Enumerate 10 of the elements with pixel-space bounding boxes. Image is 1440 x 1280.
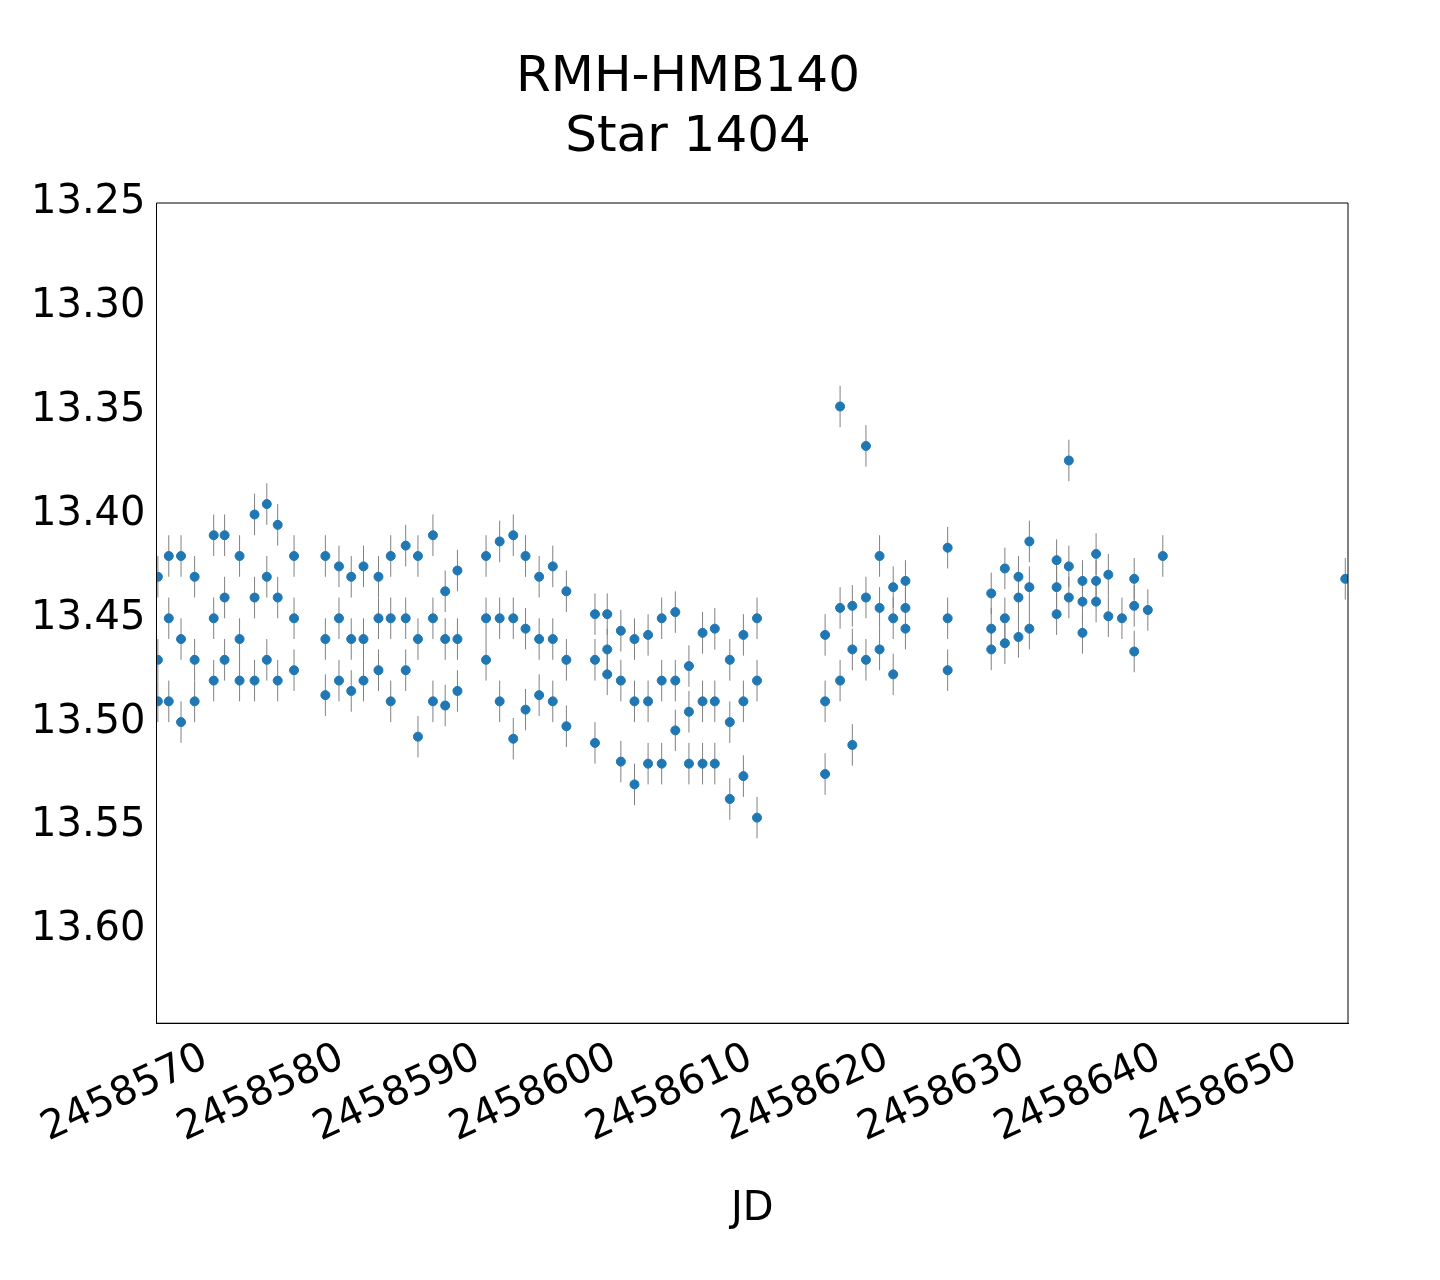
y-tick-label: 13.35 [31,384,146,431]
y-tick-label: 13.60 [31,903,146,950]
y-tick-label: 13.40 [31,487,146,534]
chart-title: RMH-HMB140 Star 1404 [516,44,860,163]
y-tick-label: 13.55 [31,799,146,846]
y-tick-label: 13.30 [31,280,146,327]
x-axis-title: JD [727,1183,774,1230]
y-tick-label: 13.25 [31,176,146,223]
y-tick-label: 13.50 [31,695,146,742]
y-tick-label: 13.45 [31,591,146,638]
